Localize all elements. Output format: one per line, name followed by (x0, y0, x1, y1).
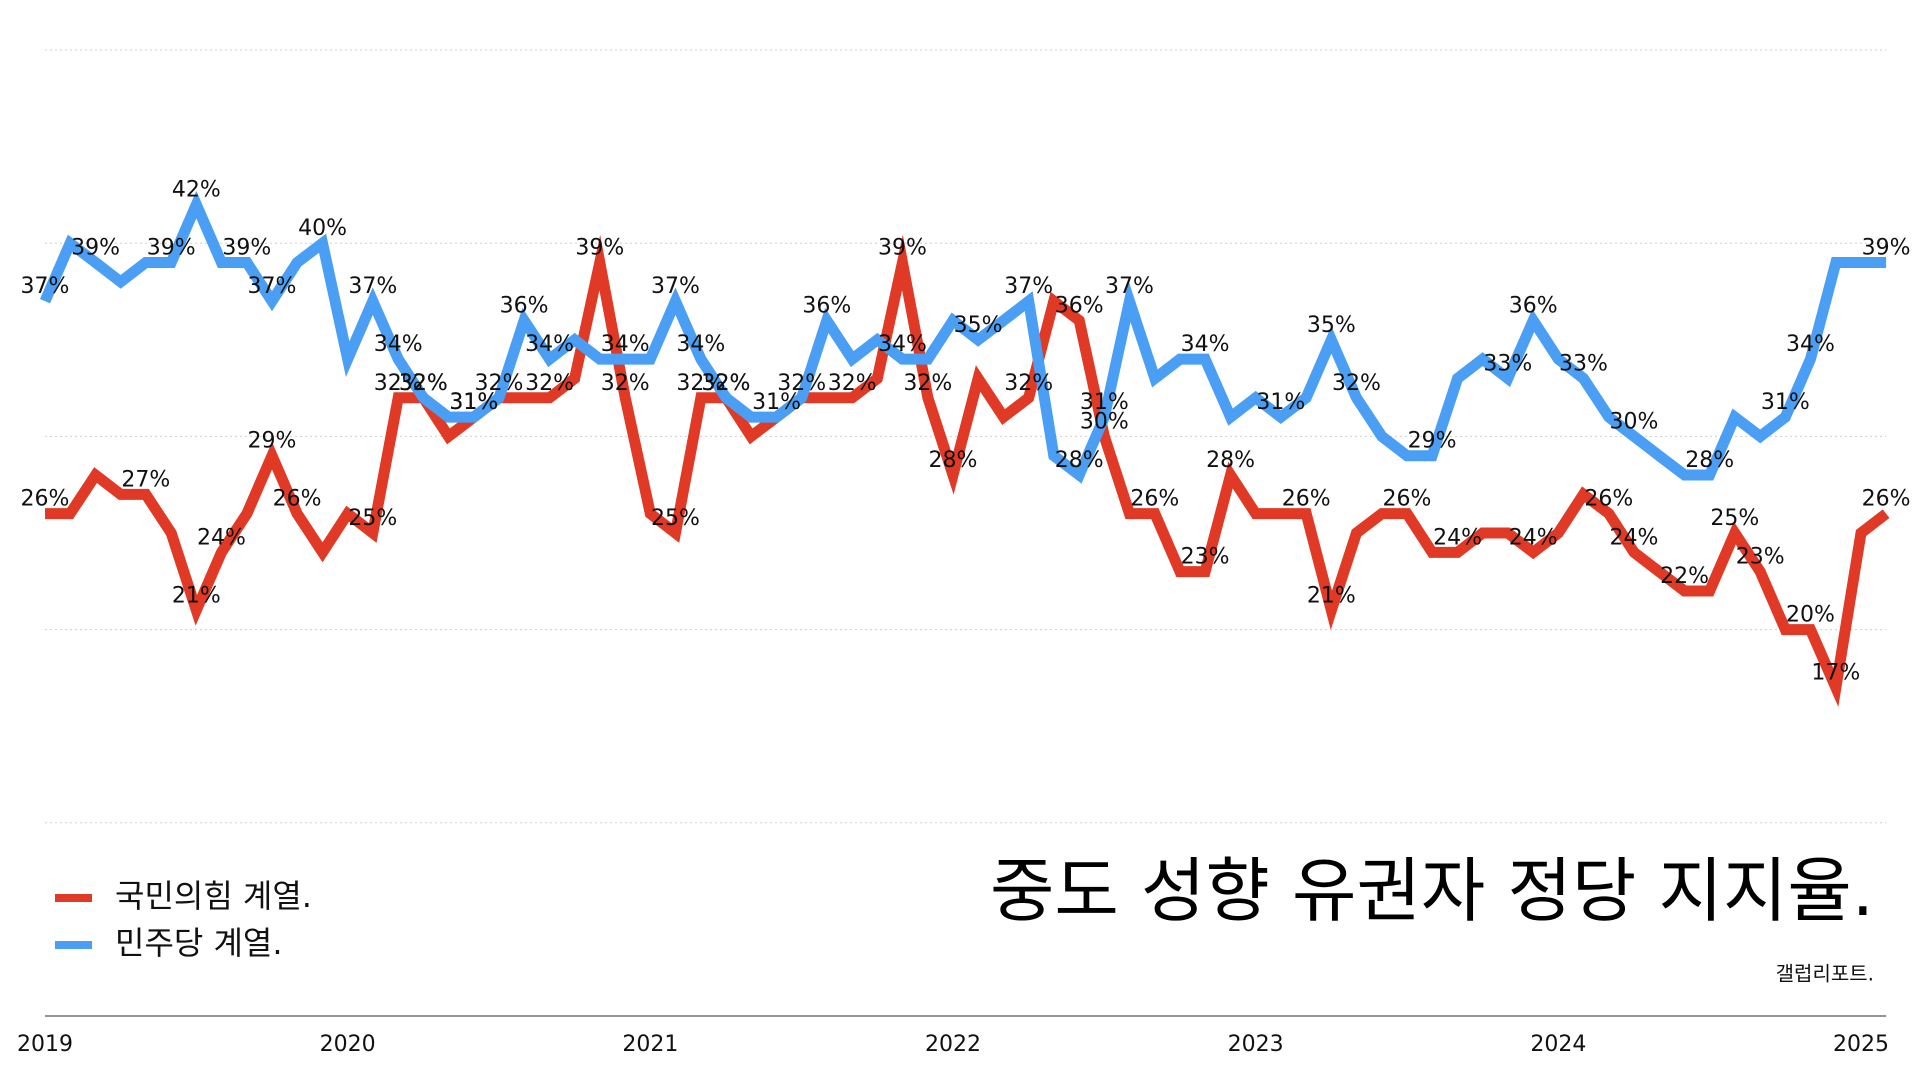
data-label: 28% (1206, 448, 1255, 473)
data-label: 37% (348, 274, 397, 299)
data-label: 24% (1433, 525, 1482, 550)
chart-title: 중도 성향 유권자 정당 지지율. (990, 850, 1874, 932)
data-label: 37% (651, 274, 700, 299)
x-tick-label: 2025 (1833, 1032, 1889, 1057)
data-label: 32% (399, 371, 448, 396)
data-label: 28% (1685, 448, 1734, 473)
data-label: 26% (1383, 487, 1432, 512)
data-label: 26% (1130, 487, 1179, 512)
data-label: 34% (525, 332, 574, 357)
data-label: 34% (374, 332, 423, 357)
data-label: 31% (752, 390, 801, 415)
data-label: 32% (399, 371, 448, 396)
data-label: 39% (71, 236, 120, 261)
data-label: 21% (172, 583, 221, 608)
data-label: 36% (802, 293, 851, 318)
data-label: 23% (1181, 545, 1230, 570)
data-label: 24% (1610, 525, 1659, 550)
data-label: 28% (1055, 448, 1104, 473)
data-label: 24% (197, 525, 246, 550)
data-label: 32% (475, 371, 524, 396)
data-label: 25% (651, 506, 700, 531)
data-label: 29% (1408, 429, 1457, 454)
data-label: 32% (676, 371, 725, 396)
data-label: 37% (1105, 274, 1154, 299)
data-label: 31% (1080, 390, 1129, 415)
data-label: 33% (1483, 351, 1532, 376)
data-label: 26% (1282, 487, 1331, 512)
data-label: 31% (1256, 390, 1305, 415)
data-label: 21% (1307, 583, 1356, 608)
data-label: 23% (1736, 545, 1785, 570)
data-label: 30% (1610, 409, 1659, 434)
data-label: 32% (828, 371, 877, 396)
data-label: 34% (1786, 332, 1835, 357)
x-tick-label: 2024 (1530, 1032, 1586, 1057)
data-label: 31% (449, 390, 498, 415)
x-tick-label: 2023 (1228, 1032, 1284, 1057)
data-label: 39% (147, 236, 196, 261)
x-tick-label: 2020 (320, 1032, 376, 1057)
data-label: 26% (1584, 487, 1633, 512)
data-label: 37% (1004, 274, 1053, 299)
data-label: 26% (21, 487, 70, 512)
data-label: 25% (348, 506, 397, 531)
data-label: 32% (702, 371, 751, 396)
x-tick-label: 2019 (17, 1032, 73, 1057)
data-label: 34% (878, 332, 927, 357)
source: 갤럽리포트. (1776, 962, 1874, 986)
data-label: 30% (1080, 409, 1129, 434)
data-label: 32% (1332, 371, 1381, 396)
line-series (45, 234, 1890, 707)
data-label: 27% (121, 467, 170, 492)
data-label: 32% (702, 371, 751, 396)
data-label: 37% (21, 274, 70, 299)
data-label: 42% (172, 178, 221, 203)
legend-label: 민주당 계열. (115, 924, 283, 962)
data-label: 29% (248, 429, 297, 454)
data-label: 32% (601, 371, 650, 396)
data-label: 34% (676, 332, 725, 357)
data-label: 26% (1862, 487, 1911, 512)
data-label: 34% (601, 332, 650, 357)
data-label: 20% (1786, 603, 1835, 628)
data-label: 32% (525, 371, 574, 396)
data-label: 39% (575, 236, 624, 261)
data-label: 35% (1307, 313, 1356, 338)
data-label: 32% (1004, 371, 1053, 396)
data-label: 32% (777, 371, 826, 396)
data-label: 26% (273, 487, 322, 512)
x-tick-label: 2021 (622, 1032, 678, 1057)
data-label: 40% (298, 216, 347, 241)
data-label: 39% (1862, 236, 1911, 261)
data-label: 36% (1055, 293, 1104, 318)
data-label: 36% (500, 293, 549, 318)
data-label: 34% (1181, 332, 1230, 357)
data-label: 24% (1509, 525, 1558, 550)
data-label: 17% (1811, 661, 1860, 686)
data-label: 32% (903, 371, 952, 396)
data-label: 39% (222, 236, 271, 261)
data-label: 37% (248, 274, 297, 299)
data-label: 25% (1710, 506, 1759, 531)
data-label: 36% (1509, 293, 1558, 318)
data-label: 28% (929, 448, 978, 473)
data-label: 31% (1761, 390, 1810, 415)
line-series (39, 190, 1887, 484)
x-tick-label: 2022 (925, 1032, 981, 1057)
data-label: 32% (374, 371, 423, 396)
data-label: 39% (878, 236, 927, 261)
data-label: 22% (1660, 564, 1709, 589)
data-label: 33% (1559, 351, 1608, 376)
data-label: 31% (449, 390, 498, 415)
legend-label: 국민의힘 계열. (115, 877, 312, 915)
data-label: 35% (954, 313, 1003, 338)
